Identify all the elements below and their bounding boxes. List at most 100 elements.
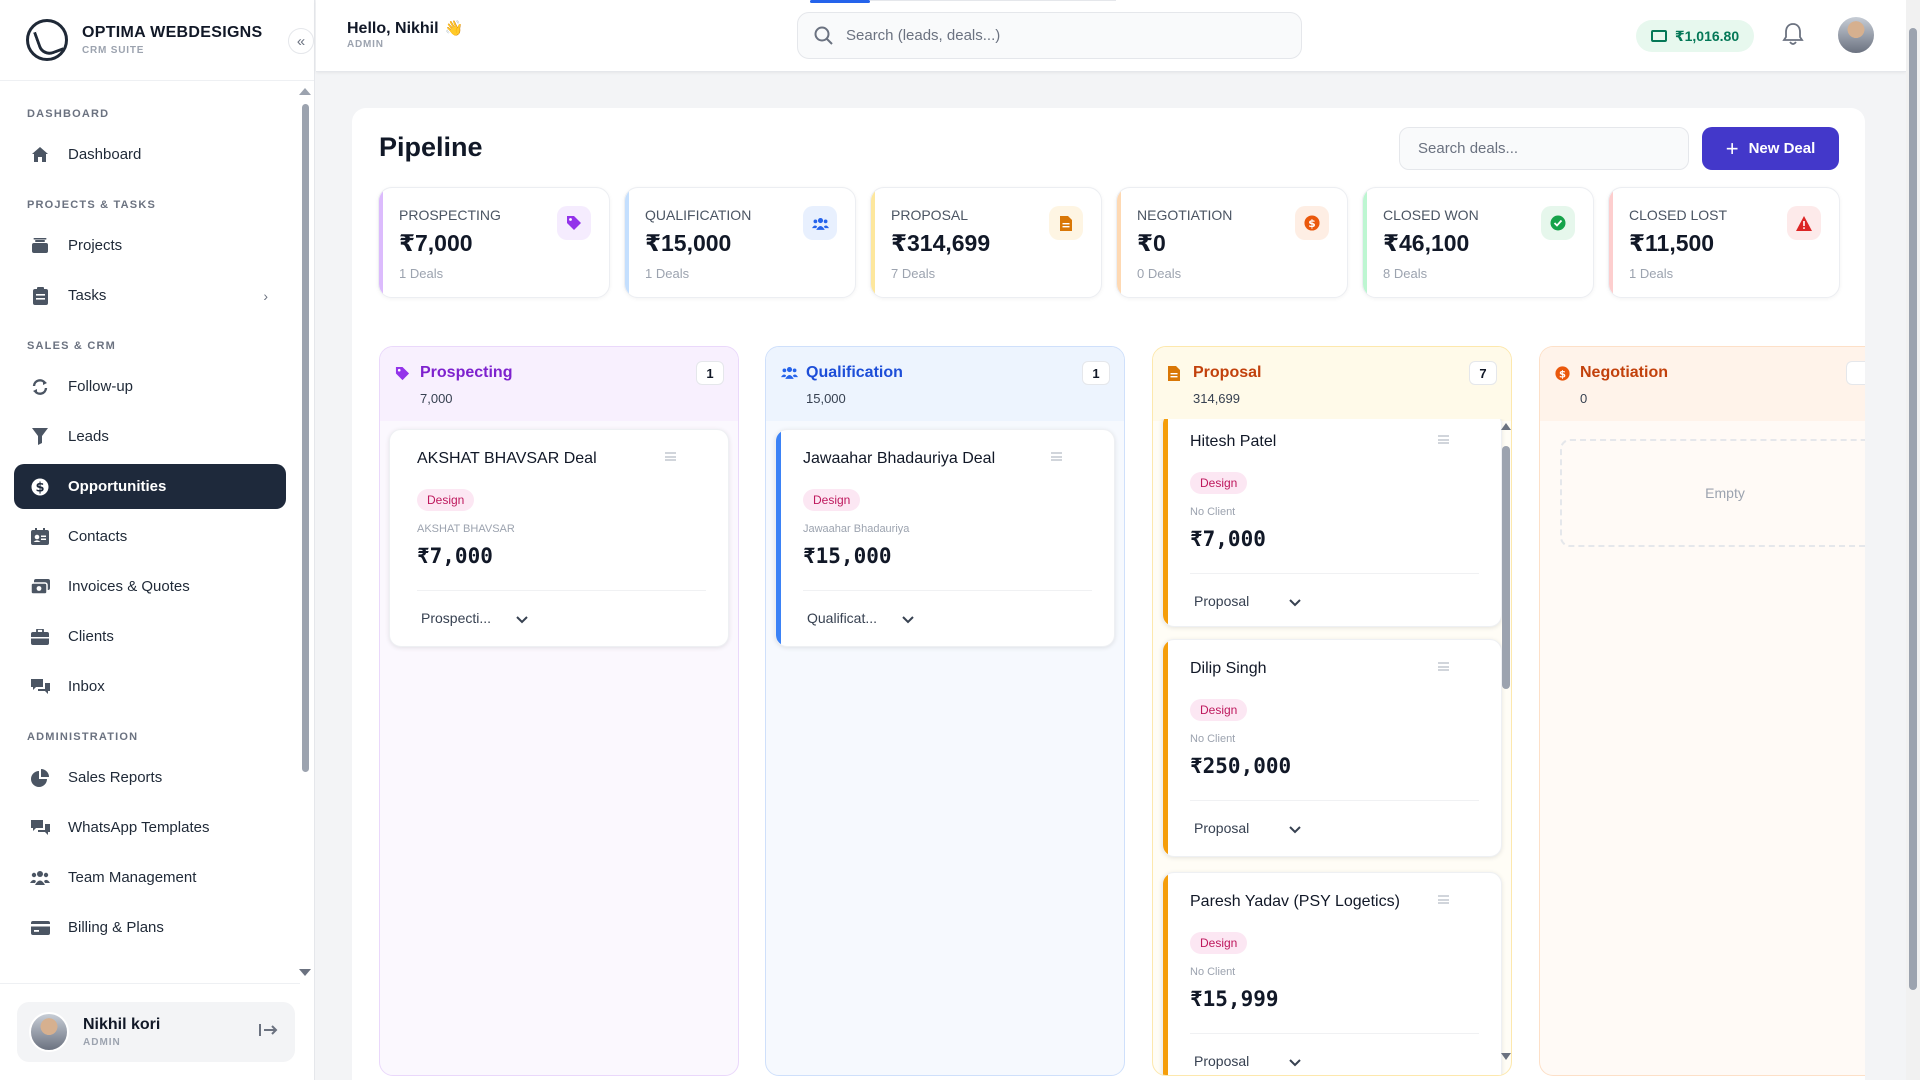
sidebar-scroll-up[interactable] [299,88,311,95]
stage-select[interactable]: Proposal [1194,593,1250,609]
divider [417,590,706,591]
user-name: Nikhil kori [83,1016,161,1033]
column-count: 7 [1469,361,1497,385]
sidebar-item-billing[interactable]: Billing & Plans [14,905,286,950]
drag-handle-icon[interactable] [1438,435,1449,444]
wave-icon: 👋 [444,20,464,37]
header-avatar[interactable] [1836,15,1876,55]
sidebar-item-label: Tasks [68,287,107,304]
sidebar-item-label: Clients [68,628,114,645]
stat-label: QUALIFICATION [645,207,752,223]
column-scrollbar[interactable] [1502,446,1510,689]
column-count: 1 [696,361,724,385]
deal-card[interactable]: Dilip Singh Design No Client ₹250,000 Pr… [1162,639,1502,857]
stage-select[interactable]: Prospecti... [421,610,492,626]
page-title: Pipeline [379,132,483,162]
sidebar-item-contacts[interactable]: Contacts [14,514,286,559]
column-scroll-down[interactable] [1501,1053,1511,1060]
stage-select[interactable]: Proposal [1194,820,1250,836]
deal-title: Paresh Yadav (PSY Logetics) [1190,893,1400,910]
sidebar-item-label: Projects [68,237,123,254]
brand-logo [26,19,68,61]
column-title: Proposal [1193,364,1262,381]
drag-handle-icon[interactable] [1438,895,1449,904]
divider [1190,573,1479,574]
clipboard-icon [30,286,50,306]
sidebar-item-inbox[interactable]: Inbox [14,664,286,709]
deal-card[interactable]: Hitesh Patel Design No Client ₹7,000 Pro… [1162,419,1502,627]
users-icon [30,868,50,888]
column-proposal: Proposal 314,699 7 Hitesh Patel Design N… [1152,346,1512,1076]
sidebar-item-label: Follow-up [68,378,134,395]
sidebar-item-label: Sales Reports [68,769,163,786]
deal-search-input[interactable]: Search deals... [1399,127,1689,170]
home-icon [30,145,50,165]
column-title: Prospecting [420,364,513,381]
deal-card[interactable]: Jawaahar Bhadauriya Deal Design Jawaahar… [775,429,1115,647]
sidebar-item-label: WhatsApp Templates [68,819,210,836]
column-prospecting: Prospecting 7,000 1 AKSHAT BHAVSAR Deal … [379,346,739,1076]
sidebar-item-clients[interactable]: Clients [14,614,286,659]
drag-handle-icon[interactable] [1438,662,1449,671]
stage-select[interactable]: Proposal [1194,1053,1250,1069]
chevron-down-icon[interactable] [902,611,914,629]
logout-icon[interactable] [259,1022,279,1043]
chat-icon [30,677,50,697]
sidebar-scroll-down[interactable] [299,969,311,976]
sidebar-item-label: Dashboard [68,146,142,163]
pipeline-panel: Pipeline Search deals... + New Deal PROSP… [352,108,1865,318]
drag-handle-icon[interactable] [1051,452,1062,461]
tab-track [870,0,1116,1]
chevron-down-icon[interactable] [1289,594,1301,612]
stage-select[interactable]: Qualificat... [807,610,878,626]
column-count [1846,361,1865,385]
sidebar-item-tasks[interactable]: Tasks › [14,273,286,318]
wallet-balance[interactable]: ₹1,016.80 [1636,20,1754,52]
sidebar-item-team-management[interactable]: Team Management [14,855,286,900]
new-deal-button[interactable]: + New Deal [1702,127,1839,170]
chevron-down-icon[interactable] [516,611,528,629]
deal-title: Jawaahar Bhadauriya Deal [803,450,996,467]
sidebar-item-projects[interactable]: Projects [14,223,286,268]
sidebar-item-follow-up[interactable]: Follow-up [14,364,286,409]
stat-card-qualification[interactable]: QUALIFICATION ₹15,000 1 Deals [624,187,856,298]
users-icon [803,206,837,240]
stat-card-prospecting[interactable]: PROSPECTING ₹7,000 1 Deals [378,187,610,298]
tag-icon [557,206,591,240]
deal-card[interactable]: Paresh Yadav (PSY Logetics) Design No Cl… [1162,872,1502,1075]
sidebar-item-label: Leads [68,428,109,445]
page-scrollbar[interactable] [1909,28,1917,990]
wallet-icon [1650,30,1667,42]
chevron-down-icon[interactable] [1289,1054,1301,1072]
user-card[interactable]: Nikhil kori ADMIN [17,1002,295,1062]
deal-card[interactable]: AKSHAT BHAVSAR Deal Design AKSHAT BHAVSA… [389,429,729,647]
sidebar-item-sales-reports[interactable]: Sales Reports [14,755,286,800]
bell-icon[interactable] [1782,22,1804,51]
deal-amount: ₹15,999 [1190,987,1279,1011]
sidebar-item-label: Opportunities [68,478,167,495]
document-icon [1049,206,1083,240]
column-scroll-up[interactable] [1501,423,1511,430]
sidebar-item-opportunities[interactable]: $ Opportunities [14,464,286,509]
sidebar-item-whatsapp-templates[interactable]: WhatsApp Templates [14,805,286,850]
svg-text:$: $ [35,480,44,495]
sidebar-item-dashboard[interactable]: Dashboard [14,132,286,177]
stat-card-proposal[interactable]: PROPOSAL ₹314,699 7 Deals [870,187,1102,298]
column-amount: 314,699 [1193,391,1240,406]
stat-deals: 8 Deals [1383,266,1428,281]
global-search-input[interactable]: Search (leads, deals...) [797,12,1302,59]
stat-card-closed-won[interactable]: CLOSED WON ₹46,100 8 Deals [1362,187,1594,298]
sidebar-scrollbar[interactable] [302,104,309,772]
stat-card-negotiation[interactable]: NEGOTIATION ₹0 0 Deals $ [1116,187,1348,298]
drag-handle-icon[interactable] [665,452,676,461]
chevron-down-icon[interactable] [1289,821,1301,839]
column-negotiation: $ Negotiation 0 Empty [1539,346,1865,1076]
column-title: Negotiation [1580,364,1668,381]
deal-tag: Design [1190,699,1248,721]
sidebar-item-leads[interactable]: Leads [14,414,286,459]
sidebar-item-invoices[interactable]: Invoices & Quotes [14,564,286,609]
brand-name: OPTIMA WEBDESIGNS [82,24,263,41]
sidebar-item-label: Contacts [68,528,128,545]
stat-card-closed-lost[interactable]: CLOSED LOST ₹11,500 1 Deals [1608,187,1840,298]
collapse-sidebar-button[interactable]: « [288,28,314,54]
